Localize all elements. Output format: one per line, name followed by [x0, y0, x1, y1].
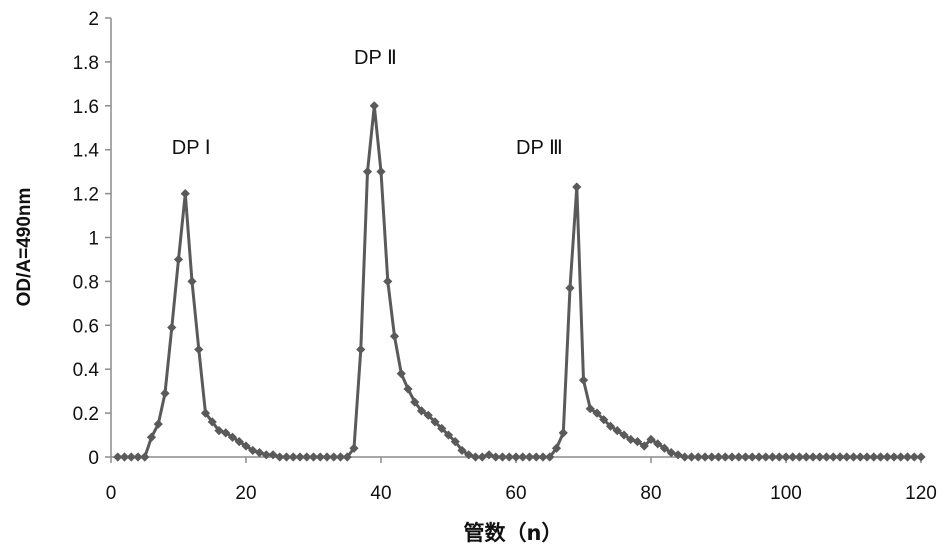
y-axis-label: OD/A=490nm — [14, 188, 35, 307]
axes — [105, 18, 921, 463]
y-tick-label: 0.4 — [73, 360, 100, 381]
y-tick-label: 0.8 — [73, 272, 99, 293]
x-tick-labels: 0 20 40 60 80 100 120 — [106, 483, 937, 504]
data-point-marker — [572, 182, 581, 191]
data-point-marker — [363, 167, 372, 176]
x-axis-label: 管数（n） — [464, 521, 563, 545]
data-point-marker — [167, 323, 176, 332]
y-tick-label: 0 — [88, 448, 99, 469]
data-point-marker — [356, 345, 365, 354]
data-point-marker — [376, 167, 385, 176]
y-tick-label: 0.2 — [73, 404, 99, 425]
x-tick-label: 120 — [905, 483, 937, 504]
peak-annotation: DP Ⅰ — [172, 137, 211, 159]
peak-annotation: DP Ⅱ — [354, 47, 397, 69]
data-point-marker — [397, 369, 406, 378]
data-point-marker — [194, 345, 203, 354]
peak-annotation: DP Ⅲ — [516, 137, 563, 159]
x-tick-label: 20 — [235, 483, 256, 504]
data-point-marker — [579, 376, 588, 385]
annotations: DP Ⅰ DP Ⅱ DP Ⅲ — [172, 47, 563, 159]
data-point-marker — [390, 332, 399, 341]
data-point-marker — [174, 255, 183, 264]
y-tick-labels: 0 0.2 0.4 0.6 0.8 1 1.2 1.4 1.6 1.8 2 — [73, 9, 100, 469]
data-point-marker — [187, 277, 196, 286]
y-tick-label: 0.6 — [73, 316, 99, 337]
y-tick-label: 1.8 — [73, 53, 99, 74]
data-point-marker — [160, 389, 169, 398]
data-point-marker — [916, 452, 925, 461]
x-tick-label: 100 — [770, 483, 802, 504]
x-tick-label: 60 — [505, 483, 526, 504]
data-point-marker — [370, 101, 379, 110]
y-tick-label: 1.4 — [73, 141, 100, 162]
data-point-marker — [383, 277, 392, 286]
x-tick-label: 0 — [106, 483, 117, 504]
y-tick-label: 1.2 — [73, 185, 99, 206]
data-point-marker — [565, 283, 574, 292]
y-tick-label: 1 — [88, 229, 99, 250]
data-point-marker — [140, 452, 149, 461]
data-point-marker — [181, 189, 190, 198]
x-tick-label: 40 — [370, 483, 391, 504]
x-tick-label: 80 — [640, 483, 661, 504]
data-point-marker — [559, 428, 568, 437]
y-tick-label: 1.6 — [73, 97, 99, 118]
y-tick-label: 2 — [88, 9, 99, 30]
